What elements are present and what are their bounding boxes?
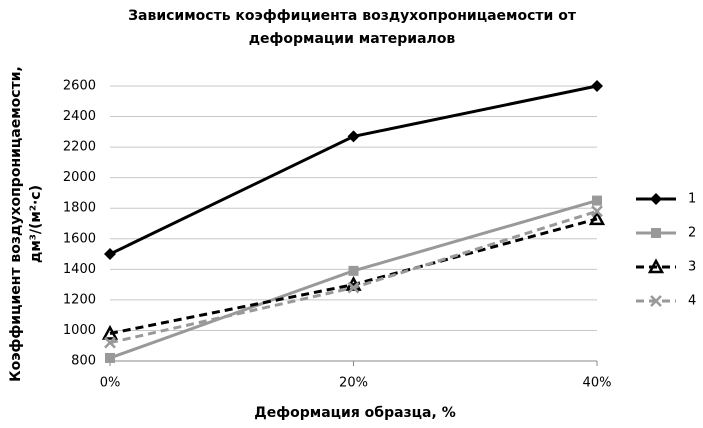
y-tick-label: 2400 [63, 109, 96, 124]
marker [650, 295, 662, 307]
series-line [109, 217, 598, 335]
series-line [109, 84, 598, 256]
legend-label: 1 [688, 192, 696, 207]
legend-label: 3 [688, 260, 696, 275]
chart-title: Зависимость коэффициента воздухопроницае… [128, 8, 577, 24]
y-tick-label: 2000 [63, 170, 96, 185]
marker [347, 130, 360, 143]
y-tick-label: 1200 [63, 292, 96, 307]
marker [104, 248, 116, 261]
marker [348, 265, 359, 276]
marker [650, 193, 662, 205]
marker [591, 80, 603, 92]
x-axis-label: Деформация образца, % [254, 405, 455, 421]
marker [647, 258, 665, 274]
y-tick-label: 1400 [63, 262, 96, 277]
marker [347, 281, 360, 294]
marker [588, 210, 606, 226]
x-tick-label: 20% [339, 376, 368, 391]
y-tick-label: 1800 [63, 201, 96, 216]
legend-label: 4 [688, 294, 696, 309]
marker [651, 228, 661, 238]
marker [101, 324, 119, 340]
marker [104, 336, 116, 349]
y-axis-label: Коэффициент воздухопроницаемости, [8, 66, 24, 382]
y-tick-label: 1000 [63, 323, 96, 338]
x-tick-label: 40% [583, 376, 612, 391]
y-axis-label: дм³/(м²·с) [28, 185, 44, 263]
y-tick-label: 1600 [63, 231, 96, 246]
y-tick-label: 2600 [63, 79, 96, 94]
marker [592, 195, 602, 206]
legend-label: 2 [688, 226, 696, 241]
y-tick-label: 2200 [63, 140, 96, 155]
marker [591, 205, 603, 218]
x-tick-label: 0% [100, 376, 121, 391]
chart-title: деформации материалов [249, 31, 456, 47]
marker [105, 352, 115, 363]
y-tick-label: 800 [71, 354, 96, 369]
